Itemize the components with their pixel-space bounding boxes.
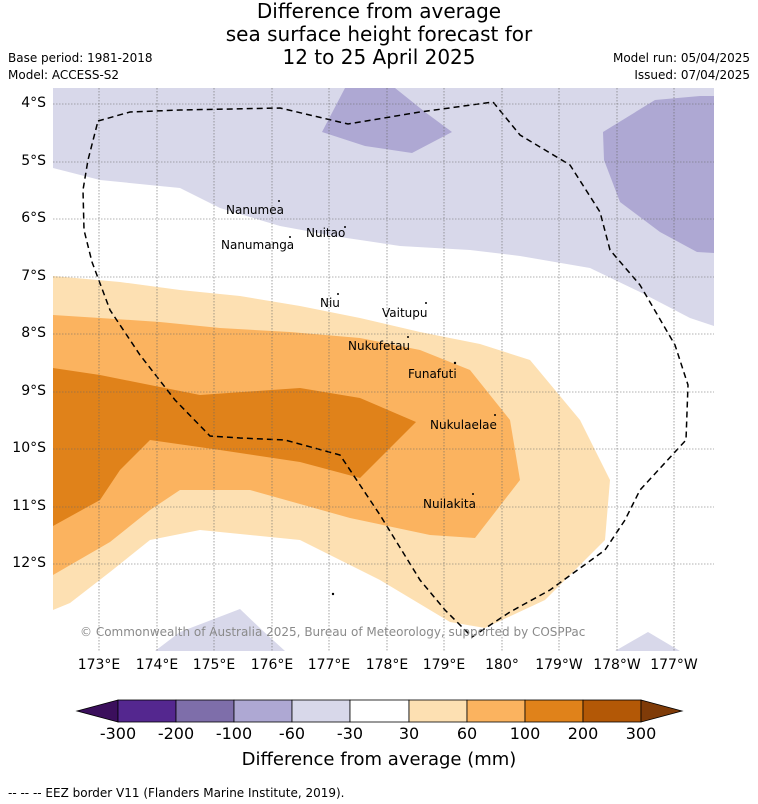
meta-left: Base period: 1981-2018 Model: ACCESS-S2 <box>8 50 153 84</box>
island-label-vaitupu: Vaitupu <box>382 306 428 320</box>
colorbar-tick-minus-200: -200 <box>157 724 195 743</box>
base-period: Base period: 1981-2018 <box>8 51 153 65</box>
contour-minus-60-30-south-b <box>615 632 680 651</box>
gridlines <box>53 88 714 651</box>
colorbar-bin-minus-200-100 <box>175 699 235 723</box>
colorbar-bin-30-60 <box>408 699 468 723</box>
lon-label-175e: 175°E <box>192 657 236 673</box>
lon-label-173e: 173°E <box>77 657 121 673</box>
lat-label-11s: 11°S <box>12 498 46 514</box>
contour-minus-100-60-center <box>322 88 452 153</box>
colorbar-extend-high <box>640 699 684 723</box>
island-label-nanumanga: Nanumanga <box>221 238 294 252</box>
copyright-notice: © Commonwealth of Australia 2025, Bureau… <box>80 625 585 639</box>
colorbar-tick-200: 200 <box>567 724 599 743</box>
lon-label-177w: 177°W <box>650 657 698 673</box>
colorbar-tick-minus-300: -300 <box>99 724 137 743</box>
lat-label-6s: 6°S <box>21 210 46 226</box>
lon-label-174e: 174°E <box>135 657 179 673</box>
lon-label-179w: 179°W <box>535 657 583 673</box>
island-label-niu: Niu <box>320 296 340 310</box>
lon-label-178w: 178°W <box>593 657 641 673</box>
lon-label-177e: 177°E <box>307 657 351 673</box>
colorbar-tick-100: 100 <box>509 724 541 743</box>
lon-label-180: 180° <box>485 657 519 673</box>
island-label-nanumea: Nanumea <box>226 203 284 217</box>
colorbar-extend-low <box>75 699 119 723</box>
island-label-nukufetau: Nukufetau <box>348 339 410 353</box>
contour-minus-60-30-north <box>53 88 714 326</box>
title-line-2: sea surface height forecast for <box>225 22 533 46</box>
title-line-3: 12 to 25 April 2025 <box>282 45 476 69</box>
colorbar-bin-minus-100-60 <box>233 699 293 723</box>
colorbar-bin-100-200 <box>524 699 584 723</box>
lat-label-4s: 4°S <box>21 95 46 111</box>
lon-label-176e: 176°E <box>250 657 294 673</box>
model-name: Model: ACCESS-S2 <box>8 68 120 82</box>
island-label-nuitao: Nuitao <box>306 226 345 240</box>
colorbar-tick-60: 60 <box>456 724 478 743</box>
chart-title: Difference from average sea surface heig… <box>0 0 758 69</box>
title-line-1: Difference from average <box>256 0 502 23</box>
colorbar-bin-minus-30-30 <box>349 699 410 723</box>
lat-label-7s: 7°S <box>21 268 46 284</box>
meta-right: Model run: 05/04/2025 Issued: 07/04/2025 <box>613 50 750 84</box>
eez-border-legend: -- -- -- EEZ border V11 (Flanders Marine… <box>8 786 345 800</box>
model-run: Model run: 05/04/2025 <box>612 51 750 65</box>
lon-label-179e: 179°E <box>422 657 466 673</box>
island-label-nuilakita: Nuilakita <box>423 497 476 511</box>
colorbar-bin-60-100 <box>466 699 526 723</box>
colorbar-tick-minus-100: -100 <box>215 724 253 743</box>
contour-plus-100-200 <box>53 368 416 526</box>
lon-label-178e: 178°E <box>365 657 409 673</box>
lat-label-10s: 10°S <box>12 440 46 456</box>
contour-minus-100-60-east <box>603 96 714 253</box>
eez-border <box>82 101 689 638</box>
colorbar <box>75 699 684 723</box>
colorbar-bin-minus-60-30 <box>291 699 351 723</box>
colorbar-bin-minus-300-200 <box>117 699 177 723</box>
island-label-funafuti: Funafuti <box>408 367 457 381</box>
colorbar-bin-200-300 <box>582 699 642 723</box>
issued-date: Issued: 07/04/2025 <box>634 68 750 82</box>
colorbar-tick-minus-60: -60 <box>278 724 306 743</box>
contour-minus-60-30-south-a <box>155 609 285 651</box>
lat-label-12s: 12°S <box>12 555 46 571</box>
island-marks <box>278 200 496 596</box>
island-label-nukulaelae: Nukulaelae <box>430 418 497 432</box>
colorbar-title: Difference from average (mm) <box>241 749 517 770</box>
lat-label-8s: 8°S <box>21 325 46 341</box>
colorbar-tick-minus-30: -30 <box>336 724 364 743</box>
lat-label-5s: 5°S <box>21 153 46 169</box>
lat-label-9s: 9°S <box>21 383 46 399</box>
colorbar-tick-30: 30 <box>398 724 420 743</box>
colorbar-tick-300: 300 <box>625 724 657 743</box>
